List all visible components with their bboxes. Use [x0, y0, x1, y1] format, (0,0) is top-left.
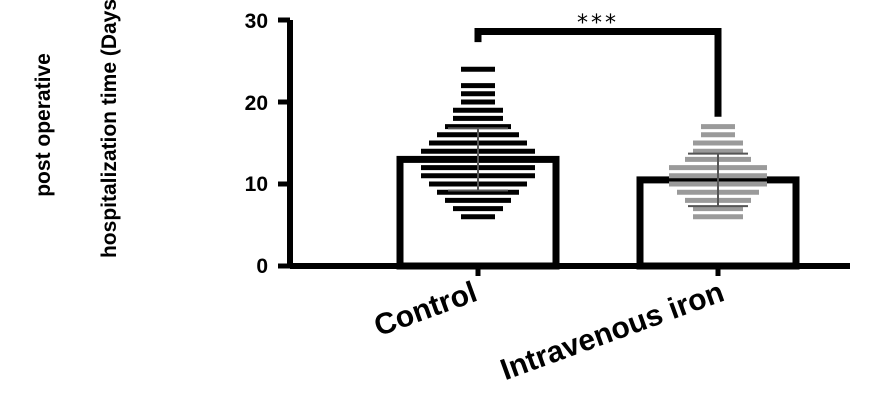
y-axis-title-line-1: post operative	[32, 53, 55, 197]
significance-label: ***	[577, 11, 619, 36]
y-axis-title: post operative hospitalization time (Day…	[32, 0, 121, 258]
y-tick-label: 30	[245, 10, 268, 33]
y-tick-labels: 0 10 20 30	[245, 10, 268, 278]
y-tick-label: 20	[245, 92, 268, 115]
x-category-label-control: Control	[370, 276, 481, 343]
x-category-label-intravenous-iron: Intravenous iron	[496, 276, 728, 387]
significance-bracket	[474, 27, 722, 117]
y-tick-label: 10	[245, 173, 268, 196]
y-axis-title-line-2: hospitalization time (Days)	[98, 0, 121, 258]
chart-marks	[278, 17, 850, 276]
y-tick-label: 0	[256, 255, 268, 278]
